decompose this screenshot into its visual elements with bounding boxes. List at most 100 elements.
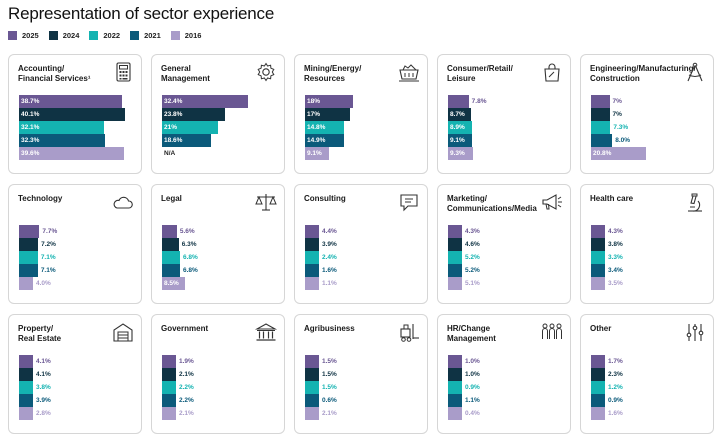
bar-2021: [19, 264, 38, 277]
sector-title: Engineering/Manufacturing/ Construction: [590, 64, 696, 83]
bar-group: 1.5% 1.5% 1.5% 0.6% 2.1%: [305, 355, 423, 420]
warehouse-icon: [111, 321, 135, 343]
bar-row-2022: 14.8%: [305, 121, 423, 134]
bar-row-2021: 1.6%: [305, 264, 423, 277]
sector-grid: Accounting/ Financial Services¹ 38.7% 40.1…: [8, 54, 714, 434]
government-building-icon: [254, 321, 278, 343]
bar-row-2025: 18%: [305, 95, 423, 108]
bar-2025: [448, 225, 462, 238]
bar-row-2022: 21%: [162, 121, 280, 134]
bar-2024: 40.1%: [19, 108, 126, 121]
bar-2025: 38.7%: [19, 95, 122, 108]
bar-2024: [591, 238, 605, 251]
bar-row-2022: 0.9%: [448, 381, 566, 394]
bar-2024: [305, 368, 319, 381]
legend-label: 2022: [103, 31, 121, 40]
bar-2022: 21%: [162, 121, 218, 134]
bar-row-2025: 7.8%: [448, 95, 566, 108]
bar-row-2024: 2.1%: [162, 368, 280, 381]
bar-2025: 32.4%: [162, 95, 248, 108]
bar-2025: [19, 355, 33, 368]
bar-row-2021: 32.3%: [19, 134, 137, 147]
bar-row-2024: 23.8%: [162, 108, 280, 121]
bar-label: 2.1%: [179, 410, 194, 417]
people-group-icon: [540, 321, 564, 343]
bar-label: 4.0%: [36, 280, 51, 287]
bar-row-2016: 8.5%: [162, 277, 280, 290]
cloud-icon: [111, 191, 135, 213]
bar-2016: [591, 277, 605, 290]
bar-label: 1.1%: [465, 397, 480, 404]
bar-2021: [591, 394, 605, 407]
legend-item-2016: 2016: [170, 31, 201, 40]
bar-row-2016: 39.6%: [19, 147, 137, 160]
sector-card: Consumer/Retail/ Leisure 7.8% 8.7% 8.9% 9.1%…: [437, 54, 571, 174]
bar-row-2022: 32.1%: [19, 121, 137, 134]
sector-card: Engineering/Manufacturing/ Construction 7…: [580, 54, 714, 174]
bar-label: 6.8%: [183, 267, 198, 274]
bar-label: 9.1%: [450, 137, 465, 144]
bar-label: 1.2%: [608, 384, 623, 391]
bar-label: 9.1%: [307, 150, 322, 157]
bar-2016: [448, 277, 462, 290]
bar-label: 7.8%: [471, 98, 487, 105]
bar-row-2024: 1.5%: [305, 368, 423, 381]
bar-label: 40.1%: [21, 111, 40, 118]
bar-row-2022: 1.2%: [591, 381, 709, 394]
bar-group: 7.8% 8.7% 8.9% 9.1% 9.3%: [448, 95, 566, 160]
bar-2022: [591, 121, 611, 134]
bar-row-2021: 8.0%: [591, 134, 709, 147]
bar-2021: [448, 394, 462, 407]
bar-group: 4.3% 3.8% 3.3% 3.4% 3.5%: [591, 225, 709, 290]
bar-2025: [591, 355, 605, 368]
bar-row-2025: 5.6%: [162, 225, 280, 238]
bar-label: 3.9%: [36, 397, 51, 404]
bar-row-2016: 3.5%: [591, 277, 709, 290]
bar-row-2021: 7.1%: [19, 264, 137, 277]
bar-2022: [162, 381, 176, 394]
sector-card: Government 1.9% 2.1% 2.2% 2.2% 2.1%: [151, 314, 285, 434]
gear-icon: [254, 61, 278, 83]
sector-card: Marketing/ Communications/Media 4.3% 4.6% 5…: [437, 184, 571, 304]
scales-icon: [254, 191, 278, 213]
bar-2025: [162, 225, 177, 238]
bar-label: 20.8%: [593, 150, 612, 157]
bar-group: 4.3% 4.6% 5.2% 5.2% 5.1%: [448, 225, 566, 290]
bar-2022: 8.9%: [448, 121, 472, 134]
bar-row-2025: 7.7%: [19, 225, 137, 238]
bar-row-2021: 2.2%: [162, 394, 280, 407]
bar-label: 4.3%: [465, 228, 480, 235]
bar-2016: [19, 277, 33, 290]
bar-row-2021: 0.6%: [305, 394, 423, 407]
bar-row-2024: 1.0%: [448, 368, 566, 381]
bar-group: 7.7% 7.2% 7.1% 7.1% 4.0%: [19, 225, 137, 290]
bar-2022: [19, 381, 33, 394]
bar-group: 1.9% 2.1% 2.2% 2.2% 2.1%: [162, 355, 280, 420]
bar-label: 1.1%: [322, 280, 337, 287]
bar-2022: [162, 251, 181, 264]
sector-card: Other 1.7% 2.3% 1.2% 0.9% 1.6%: [580, 314, 714, 434]
bar-row-2022: 3.8%: [19, 381, 137, 394]
legend-swatch: [130, 31, 140, 40]
bar-group: 4.1% 4.1% 3.8% 3.9% 2.8%: [19, 355, 137, 420]
sector-title: General Management: [161, 64, 210, 83]
bar-label: 32.4%: [164, 98, 183, 105]
bar-row-2022: 6.8%: [162, 251, 280, 264]
bar-2022: [591, 251, 605, 264]
bar-row-2024: 17%: [305, 108, 423, 121]
bar-row-2016: 9.3%: [448, 147, 566, 160]
bar-label: 18.6%: [164, 137, 183, 144]
bar-row-2025: 32.4%: [162, 95, 280, 108]
bar-label: 21%: [164, 124, 178, 131]
bar-row-2016: 1.1%: [305, 277, 423, 290]
bar-2016: [19, 407, 33, 420]
bar-label: 32.3%: [21, 137, 40, 144]
bar-row-2024: 7.2%: [19, 238, 137, 251]
legend-item-2025: 2025: [8, 31, 39, 40]
bar-group: 7% 7% 7.3% 8.0% 20.8%: [591, 95, 709, 160]
bar-label: 4.1%: [36, 371, 51, 378]
sector-card: Health care 4.3% 3.8% 3.3% 3.4% 3.5%: [580, 184, 714, 304]
bar-row-2025: 1.5%: [305, 355, 423, 368]
bar-row-2021: 18.6%: [162, 134, 280, 147]
bar-row-2024: 3.9%: [305, 238, 423, 251]
